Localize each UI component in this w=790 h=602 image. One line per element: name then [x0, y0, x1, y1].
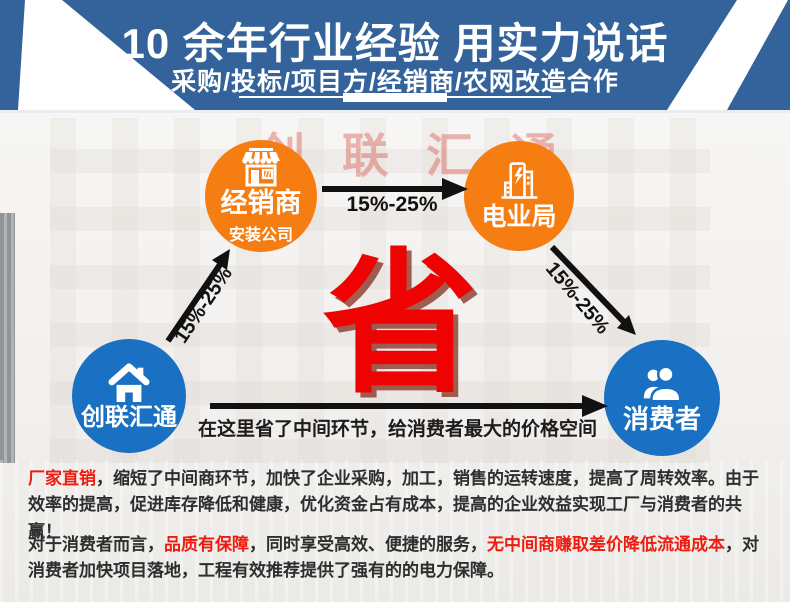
node-label: 创联汇通 — [81, 403, 177, 431]
node-company: 创联汇通 — [72, 339, 186, 453]
header-banner: 10 余年行业经验 用实力说话 采购/投标/项目方/经销商/农网改造合作 — [0, 0, 790, 110]
flow-arrows — [165, 178, 636, 417]
highlight-quality: 品质有保障 — [164, 535, 249, 554]
node-consumer: 消费者 — [604, 340, 720, 456]
users-icon — [639, 363, 685, 403]
arrow-bureau-to-consumer — [549, 244, 636, 335]
fence-bottom-backdrop — [0, 460, 790, 602]
paragraph-consumer-benefit: 对于消费者而言，品质有保障，同时享受高效、便捷的服务，无中间商赚取差价降低流通成… — [28, 532, 764, 585]
node-label: 经销商 — [220, 188, 302, 219]
node-label: 消费者 — [622, 403, 701, 434]
arrow-company-to-dealer — [165, 249, 230, 343]
arrow-company-to-consumer — [210, 395, 608, 417]
edge-label-dealer-bureau: 15%-25% — [346, 193, 438, 216]
page-subtitle: 采购/投标/项目方/经销商/农网改造合作 — [171, 68, 619, 96]
divider-center-bar — [343, 93, 447, 102]
node-label: 电业局 — [481, 203, 557, 232]
header-bottom-edge — [0, 110, 790, 113]
power-building-icon — [497, 160, 541, 202]
header-stripes — [0, 0, 788, 110]
node-sublabel: 安装公司 — [228, 226, 293, 244]
paragraph-factory-direct: 厂家直销，缩短了中间商环节，加快了企业采购，加工，销售的运转速度，提高了周转效率… — [28, 466, 764, 545]
paragraph-text: 对于消费者而言， — [28, 535, 164, 554]
header-divider — [239, 93, 551, 102]
fence-silhouette — [0, 213, 15, 463]
paragraph-text: ，缩短了中间商环节，加快了企业采购，加工，销售的运转速度，提高了周转效率。由于效… — [28, 469, 759, 541]
arrow-dealer-to-bureau — [322, 178, 468, 200]
save-character: 省 — [322, 238, 478, 411]
highlight-no-middleman: 无中间商赚取差价降低流通成本 — [487, 535, 725, 554]
page-title: 10 余年行业经验 用实力说话 — [121, 20, 669, 67]
flow-note: 在这里省了中间环节，给消费者最大的价格空间 — [198, 419, 598, 440]
highlight-factory-direct: 厂家直销 — [28, 469, 96, 488]
diagram-scene: 创联汇通 15%-25% 15%-25% 15%-25% — [0, 113, 790, 602]
storefront-icon — [237, 147, 285, 187]
paragraph-text: ，对消费者加快项目落地，工程有效推荐提供了强有的的电力保障。 — [28, 535, 759, 581]
node-power-bureau: 电业局 — [464, 141, 574, 251]
house-icon — [106, 361, 152, 403]
paragraph-text: ，同时享受高效、便捷的服务， — [249, 535, 487, 554]
node-dealer: 经销商 安装公司 — [205, 140, 317, 252]
